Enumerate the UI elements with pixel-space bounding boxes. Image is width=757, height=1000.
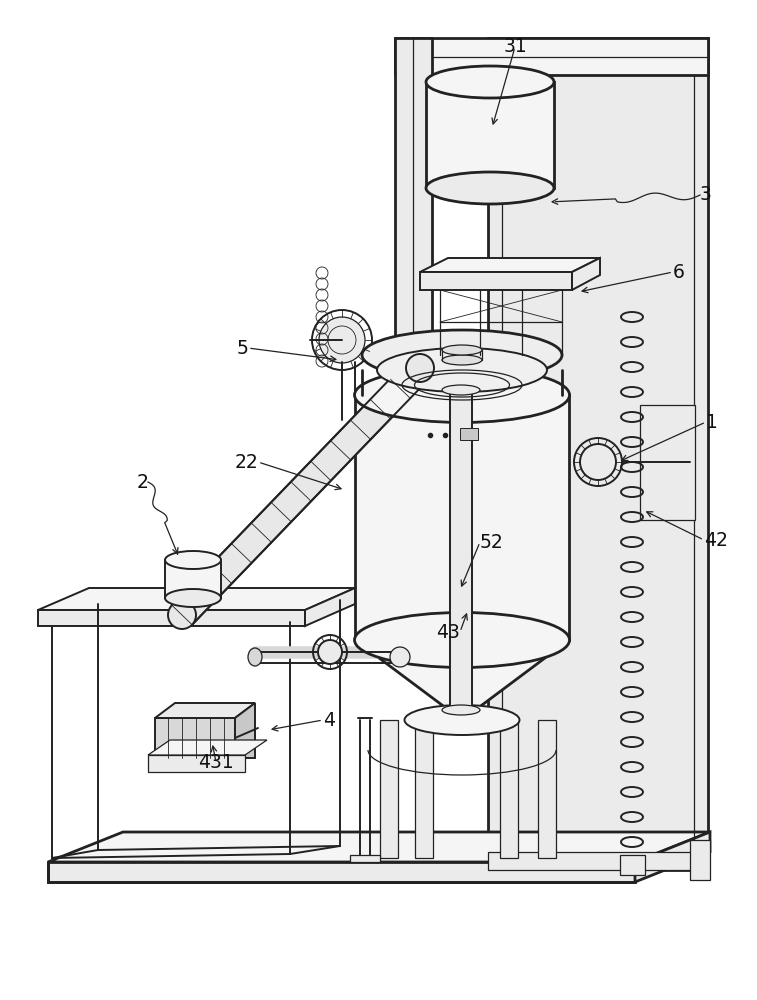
Polygon shape [48,862,635,882]
Text: 22: 22 [234,452,258,472]
Text: 31: 31 [503,37,527,56]
Ellipse shape [354,367,569,422]
Text: 43: 43 [436,622,460,642]
Ellipse shape [165,589,221,607]
Ellipse shape [362,330,562,380]
Text: 3: 3 [700,186,712,205]
Ellipse shape [248,648,262,666]
Text: 2: 2 [136,473,148,491]
Ellipse shape [442,355,482,365]
Polygon shape [395,38,432,570]
Ellipse shape [318,640,342,664]
Polygon shape [690,840,710,880]
Text: 4: 4 [323,710,335,730]
Polygon shape [488,38,708,870]
Text: 431: 431 [198,752,234,772]
Polygon shape [38,588,355,610]
Polygon shape [420,258,600,272]
Polygon shape [426,82,554,188]
Text: 6: 6 [673,262,685,282]
Ellipse shape [442,345,482,355]
Polygon shape [305,588,355,626]
Polygon shape [420,272,572,290]
Polygon shape [538,720,556,858]
Polygon shape [355,395,569,640]
Ellipse shape [354,612,569,668]
Text: 5: 5 [236,338,248,358]
Ellipse shape [406,354,434,382]
Polygon shape [640,405,695,520]
Text: 1: 1 [706,412,718,432]
Polygon shape [620,855,645,875]
Ellipse shape [426,172,554,204]
Polygon shape [172,358,430,625]
Polygon shape [235,703,255,758]
Polygon shape [155,703,255,718]
Polygon shape [395,38,708,75]
Ellipse shape [377,348,547,392]
Polygon shape [500,720,518,858]
Ellipse shape [442,705,480,715]
Ellipse shape [390,647,410,667]
Polygon shape [165,560,221,598]
Ellipse shape [319,317,365,363]
Polygon shape [355,640,569,720]
Polygon shape [460,428,478,440]
Polygon shape [380,720,398,858]
Polygon shape [415,720,433,858]
Polygon shape [572,258,600,290]
Polygon shape [350,855,380,862]
Ellipse shape [442,385,480,395]
Polygon shape [395,38,430,75]
Ellipse shape [168,601,196,629]
Ellipse shape [404,705,519,735]
Polygon shape [38,610,305,626]
Polygon shape [450,390,472,710]
Polygon shape [48,832,710,862]
Text: 42: 42 [704,530,728,550]
Polygon shape [148,740,267,755]
Ellipse shape [426,66,554,98]
Polygon shape [488,852,708,870]
Ellipse shape [165,551,221,569]
Ellipse shape [580,444,616,480]
Polygon shape [155,718,235,758]
Polygon shape [148,755,245,772]
Text: 52: 52 [480,532,503,552]
Polygon shape [635,832,710,882]
